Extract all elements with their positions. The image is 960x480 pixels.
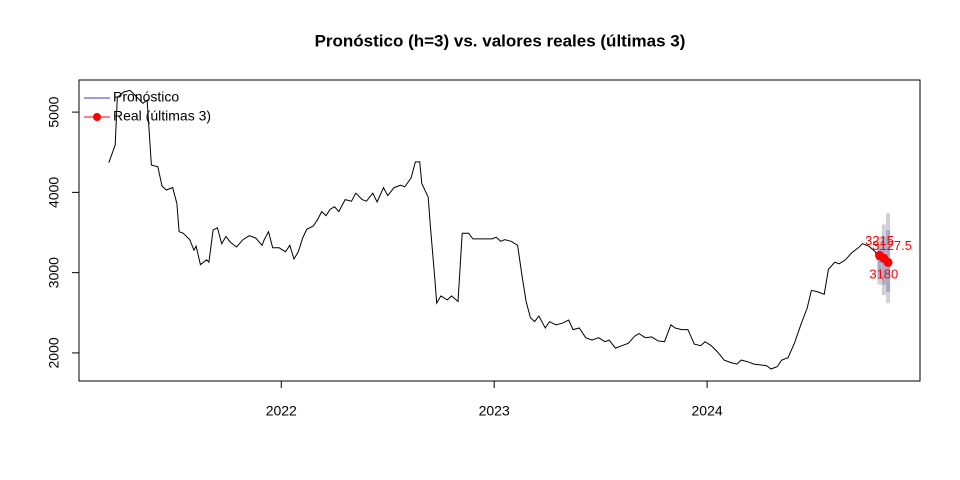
legend-label: Pronóstico [113, 89, 179, 105]
chart-title: Pronóstico (h=3) vs. valores reales (últ… [315, 31, 686, 50]
y-tick-label: 4000 [46, 177, 62, 208]
y-tick-label: 2000 [46, 337, 62, 368]
data-label: 3127.5 [872, 238, 912, 253]
x-tick-label: 2024 [692, 403, 723, 419]
x-tick-label: 2023 [479, 403, 510, 419]
data-label: 3215 [865, 233, 894, 248]
actual-point [883, 257, 893, 267]
y-tick-label: 5000 [46, 96, 62, 127]
x-tick-label: 2022 [266, 403, 297, 419]
series-line [108, 89, 878, 370]
legend-swatch [93, 113, 101, 121]
data-label: 3180 [869, 267, 898, 282]
y-tick-label: 3000 [46, 257, 62, 288]
plot-box [78, 79, 921, 382]
legend-label: Real (últimas 3) [113, 108, 211, 124]
